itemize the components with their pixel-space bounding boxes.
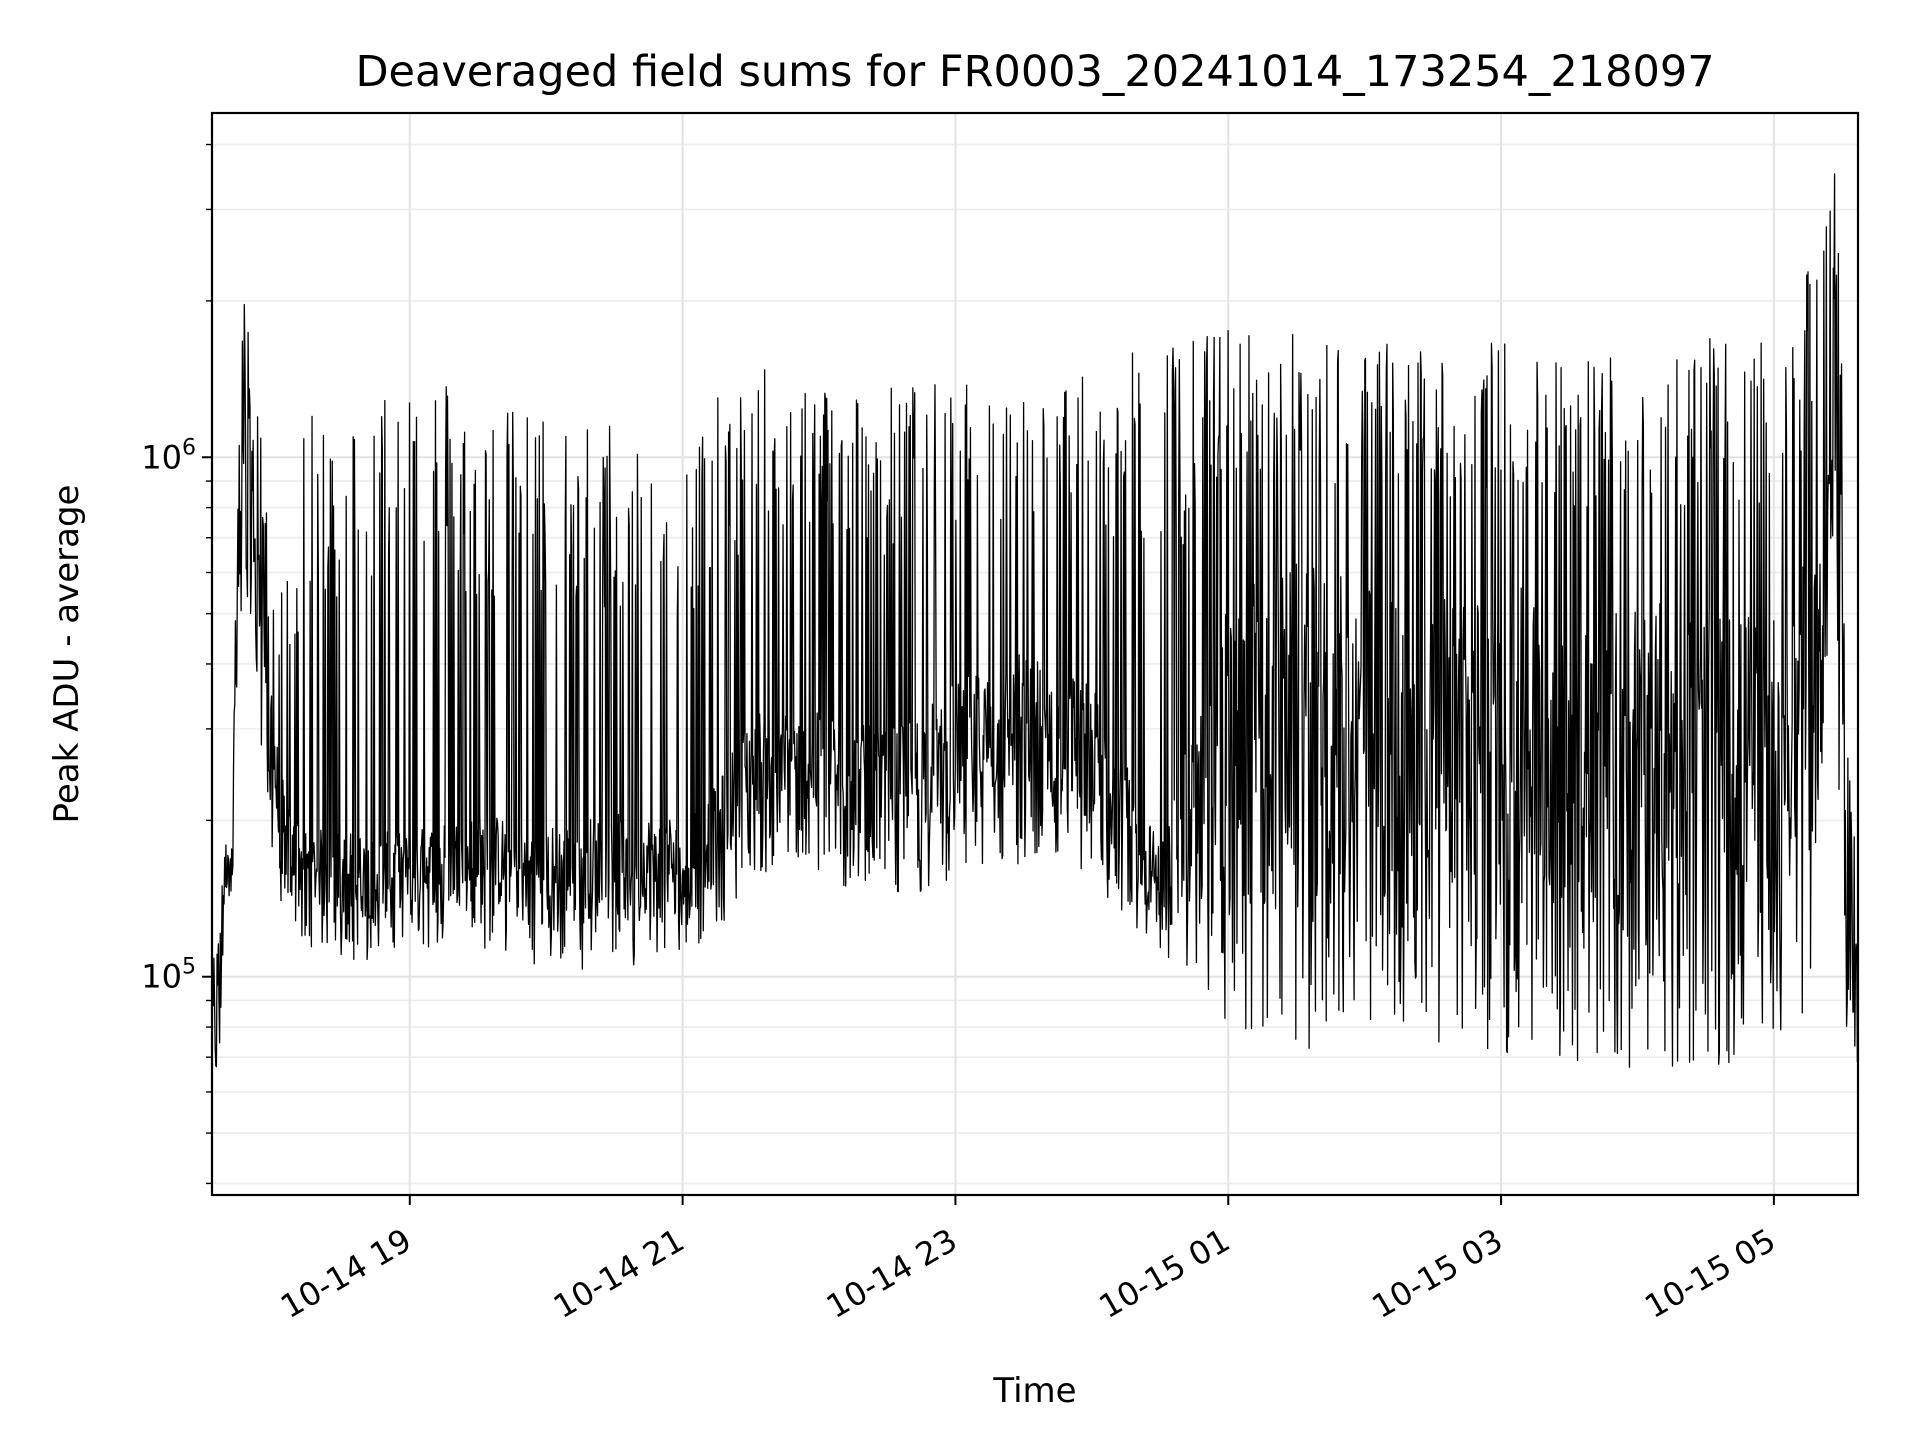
y-tick-label: 105	[141, 955, 196, 996]
y-tick-label: 106	[141, 435, 196, 476]
x-axis-label: Time	[992, 1371, 1076, 1411]
y-axis-label: Peak ADU - average	[47, 485, 87, 824]
x-tick-label: 10-15 01	[1093, 1221, 1237, 1326]
x-tick-label: 10-15 03	[1365, 1221, 1509, 1326]
x-tick-label: 10-14 21	[547, 1221, 691, 1326]
x-axis-ticks: 10-14 19 10-14 21 10-14 23 10-15 01 10-15 03…	[274, 1195, 1782, 1326]
series-line	[212, 173, 1858, 1068]
chart-title: Deaveraged field sums for FR0003_2024101…	[355, 47, 1714, 97]
plot-area-frame	[210, 111, 1860, 1197]
x-tick-label: 10-14 23	[820, 1221, 964, 1326]
x-tick-label: 10-15 05	[1638, 1221, 1782, 1326]
y-axis-ticks: 105 106	[141, 143, 212, 1185]
x-tick-label: 10-14 19	[274, 1221, 418, 1326]
series-line-group	[212, 173, 1858, 1068]
